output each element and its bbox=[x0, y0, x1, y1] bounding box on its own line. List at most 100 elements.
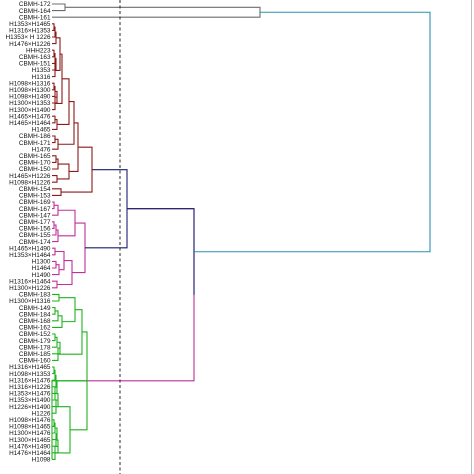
leaf-label: CBMH-154 bbox=[19, 186, 51, 193]
leaf-label: H1098×H1226 bbox=[9, 179, 51, 186]
leaf-label: H1098×H1465 bbox=[9, 424, 51, 431]
leaf-label: H1464 bbox=[32, 265, 51, 272]
leaf-label: CBMH-165 bbox=[19, 153, 51, 160]
dendrogram-branch bbox=[52, 204, 59, 216]
leaf-label: H1316×H1353 bbox=[9, 28, 51, 35]
leaf-label: CBMH-185 bbox=[19, 351, 51, 358]
leaf-label: H1353 bbox=[32, 67, 51, 74]
dendrogram-branch bbox=[52, 115, 56, 124]
dendrogram-branch bbox=[52, 229, 59, 243]
leaf-label: H1300×H1226 bbox=[9, 285, 51, 292]
dendrogram-branch bbox=[57, 78, 70, 125]
leaf-label: H1353×H1490 bbox=[9, 397, 51, 404]
leaf-label: H1476×H1464 bbox=[9, 450, 51, 457]
dendrogram-branch bbox=[52, 260, 57, 269]
leaf-label: CBMH-162 bbox=[19, 325, 51, 332]
leaf-label: H1476 bbox=[32, 146, 51, 153]
leaf-label: CBMH-163 bbox=[19, 54, 51, 61]
leaf-label: H1353×H1464 bbox=[9, 252, 51, 259]
leaf-label: CBMH-155 bbox=[19, 232, 51, 239]
leaf-label: H1465×H1490 bbox=[9, 245, 51, 252]
leaf-label: H1300×H1353 bbox=[9, 100, 51, 107]
leaf-label: H1098×H1300 bbox=[9, 87, 51, 94]
leaf-label: CBMH-156 bbox=[19, 226, 51, 233]
leaf-label: H1098×H1476 bbox=[9, 417, 51, 424]
leaf-label: CBMH-152 bbox=[19, 331, 51, 338]
leaf-label: CBMH-167 bbox=[19, 206, 51, 213]
dendrogram-branch bbox=[85, 169, 128, 249]
dendrogram-branch bbox=[61, 146, 93, 193]
leaf-label: H1316×H1226 bbox=[9, 384, 51, 391]
dendrogram-branch bbox=[52, 158, 59, 170]
leaf-label: H1465 bbox=[32, 127, 51, 134]
leaf-label: H1300×H1476 bbox=[9, 430, 51, 437]
dendrogram-branch bbox=[52, 221, 55, 229]
dendrogram-branch bbox=[57, 163, 70, 180]
dendrogram-branch bbox=[52, 315, 63, 328]
leaf-label: CBMH-153 bbox=[19, 193, 51, 200]
leaf-label: CBMH-147 bbox=[19, 212, 51, 219]
dendrogram-branch bbox=[127, 208, 195, 295]
dendrogram-branch bbox=[52, 135, 56, 144]
leaf-label: H1098×H1316 bbox=[9, 80, 51, 87]
dendrogram-branch bbox=[52, 366, 55, 375]
leaf-labels: CBMH-172CBMH-164CBMH-161H1353×H1465H1316… bbox=[6, 1, 51, 463]
leaf-label: CBMH-151 bbox=[19, 61, 51, 68]
dendrogram-branch bbox=[52, 333, 56, 342]
leaf-label: CBMH-186 bbox=[19, 133, 51, 140]
leaf-label: H1353× H 1226 bbox=[6, 34, 51, 41]
leaf-label: H1316 bbox=[32, 74, 51, 81]
dendrogram-branch bbox=[52, 188, 62, 196]
leaf-label: CBMH-177 bbox=[19, 219, 51, 226]
dendrogram-branch bbox=[52, 6, 261, 18]
leaf-label: H1098 bbox=[32, 457, 51, 464]
dendrogram-branch bbox=[52, 23, 55, 31]
dendrogram-branch bbox=[52, 82, 55, 91]
leaf-label: H1353×H1476 bbox=[9, 391, 51, 398]
dendrogram-branch bbox=[87, 208, 195, 382]
leaf-label: CBMH-160 bbox=[19, 358, 51, 365]
leaf-label: CBMH-183 bbox=[19, 292, 51, 299]
leaf-label: CBMH-164 bbox=[19, 8, 51, 15]
leaf-label: CBMH-161 bbox=[19, 14, 51, 21]
leaf-label: H1226 bbox=[32, 410, 51, 417]
leaf-label: H1300×H1316 bbox=[9, 298, 51, 305]
dendrogram-branch bbox=[52, 175, 58, 183]
root-branch bbox=[194, 11, 431, 253]
dendrogram-branch bbox=[58, 209, 76, 237]
dendrogram-branch bbox=[52, 293, 60, 302]
leaf-label: CBMH-149 bbox=[19, 305, 51, 312]
dendrogram-branch bbox=[52, 155, 57, 163]
leaf-label: H1465×H1476 bbox=[9, 113, 51, 120]
leaf-label: H1098×H1353 bbox=[9, 371, 51, 378]
leaf-label: CBMH-179 bbox=[19, 338, 51, 345]
leaf-label: CBMH-150 bbox=[19, 166, 51, 173]
leaf-label: CBMH-178 bbox=[19, 344, 51, 351]
leaf-label: H1465×H1226 bbox=[9, 173, 51, 180]
dendrogram-branch bbox=[59, 297, 76, 323]
leaf-label: H1465×H1464 bbox=[9, 120, 51, 127]
leaf-label: CBMH-171 bbox=[19, 140, 51, 147]
leaf-label: H1490 bbox=[32, 272, 51, 279]
dendrogram-branches bbox=[51, 3, 431, 460]
dendrogram-branch bbox=[72, 222, 86, 274]
dendrogram-branch bbox=[52, 307, 56, 315]
dendrogram-branch bbox=[52, 201, 55, 210]
dendrogram-branch bbox=[52, 280, 58, 289]
dendrogram-branch bbox=[52, 49, 55, 58]
leaf-label: H1353×H1465 bbox=[9, 21, 51, 28]
leaf-label: CBMH-172 bbox=[19, 1, 51, 8]
leaf-label: CBMH-174 bbox=[19, 239, 51, 246]
leaf-label: CBMH-168 bbox=[19, 318, 51, 325]
leaf-label: H1476×H1226 bbox=[9, 41, 51, 48]
dendrogram-branch bbox=[52, 3, 66, 12]
leaf-label: H1316×H1464 bbox=[9, 278, 51, 285]
leaf-label: H1226×H1490 bbox=[9, 404, 51, 411]
leaf-label: H1098×H1490 bbox=[9, 94, 51, 101]
leaf-label: H1476×H1490 bbox=[9, 443, 51, 450]
leaf-label: CBMH-170 bbox=[19, 160, 51, 167]
leaf-label: H1300×H1490 bbox=[9, 107, 51, 114]
leaf-label: H1316×H1476 bbox=[9, 377, 51, 384]
leaf-label: CBMH-184 bbox=[19, 311, 51, 318]
